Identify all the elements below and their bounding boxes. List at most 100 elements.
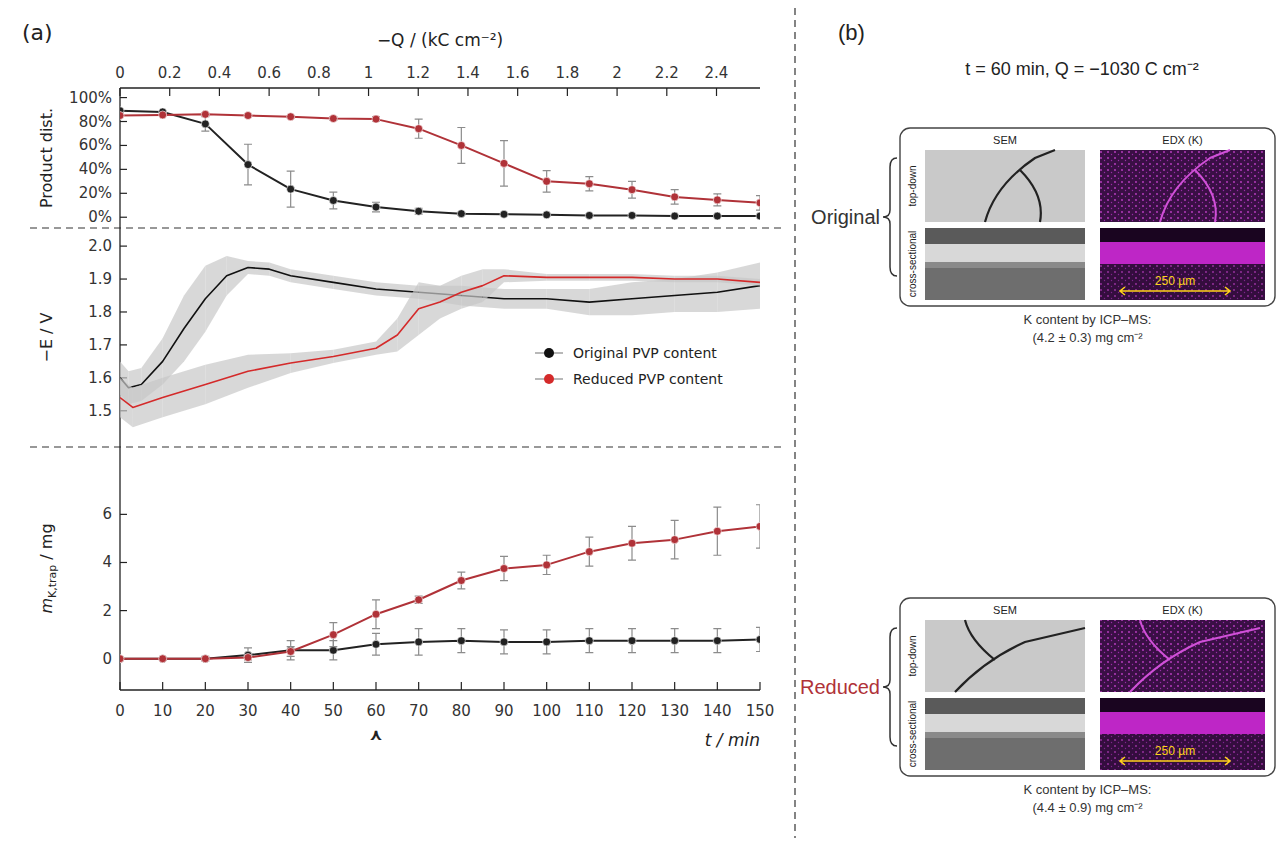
marker — [543, 211, 551, 219]
marker — [329, 115, 337, 123]
sample-panel: OriginalSEMEDX (K)top-downcross-sectiona… — [811, 128, 1275, 345]
x-tick — [418, 682, 419, 690]
icp-label: K content by ICP–MS: — [1024, 312, 1152, 327]
x2-tick-label: 0 — [115, 64, 125, 82]
marker — [120, 655, 124, 663]
x-tick — [375, 682, 376, 690]
plot-area — [120, 505, 760, 663]
axes: 0246mK,trap / mg010203040506070809010011… — [37, 447, 774, 750]
error-band — [227, 256, 248, 296]
marker — [287, 113, 295, 121]
legend-swatch — [544, 348, 554, 358]
y-tick — [120, 217, 127, 218]
marker — [329, 631, 337, 639]
sem-cross-layer — [925, 244, 1085, 262]
marker — [500, 565, 508, 573]
edx-cross-lower — [1100, 264, 1265, 300]
error-band — [419, 282, 440, 335]
error-bar — [671, 190, 679, 204]
x2-tick — [467, 88, 468, 96]
marker — [201, 120, 209, 128]
marker — [628, 211, 636, 219]
error-bar — [415, 629, 423, 655]
y-tick — [120, 121, 127, 122]
sample-box — [900, 128, 1275, 306]
edx-cross-lower — [1100, 734, 1265, 770]
axes: 1.51.61.71.81.92.0−E / V — [37, 228, 127, 447]
y-axis-title: −E / V — [37, 312, 56, 362]
crack — [985, 150, 1055, 222]
error-band — [163, 296, 184, 385]
sem-image — [925, 620, 1085, 692]
series-line — [120, 639, 760, 658]
y-axis-title-part: K,trap — [46, 565, 59, 598]
scale-bar-label: 250 µm — [1155, 274, 1195, 288]
series-line — [120, 526, 760, 658]
x2-axis — [120, 87, 760, 88]
x2-tick-label: 2.2 — [655, 64, 679, 82]
x2-tick-label: 1.8 — [555, 64, 579, 82]
error-bar — [457, 127, 465, 163]
y-tick-label: 1.6 — [88, 369, 112, 387]
separator — [30, 446, 785, 447]
error-bar — [585, 537, 593, 566]
error-bar — [287, 171, 295, 207]
marker — [159, 655, 167, 663]
marker — [585, 548, 593, 556]
marker — [756, 199, 760, 207]
error-bar — [500, 630, 508, 654]
x-tick-label: 100 — [532, 702, 561, 720]
x2-tick — [219, 88, 220, 96]
y-tick-label: 1.9 — [88, 270, 112, 288]
scale-bar — [1120, 757, 1230, 765]
marker — [713, 527, 721, 535]
marker — [500, 159, 508, 167]
x2-axis-title: −Q / (kC cm⁻²) — [377, 30, 503, 50]
x-tick-label: 130 — [660, 702, 689, 720]
scale-bar — [1120, 287, 1230, 295]
y-tick — [120, 169, 127, 170]
icp-label: K content by ICP–MS: — [1024, 782, 1152, 797]
y-tick-label: 1.7 — [88, 336, 112, 354]
x-tick-label: 80 — [452, 702, 471, 720]
error-bar — [585, 177, 593, 191]
marker — [543, 638, 551, 646]
y-tick — [120, 193, 127, 194]
x2-tick — [169, 88, 170, 96]
error-bar — [756, 196, 760, 210]
marker — [628, 186, 636, 194]
x2-tick — [418, 88, 419, 96]
marker — [500, 638, 508, 646]
error-bar — [543, 171, 551, 193]
x-tick — [205, 682, 206, 690]
sample-name: Original — [811, 206, 880, 228]
x2-tick — [567, 88, 568, 96]
x-tick — [290, 682, 291, 690]
icp-value: (4.2 ± 0.3) mg cm⁻² — [1032, 330, 1143, 345]
x2-tick-label: 0.6 — [257, 64, 281, 82]
y-tick-label: 20% — [79, 184, 112, 202]
marker — [201, 655, 209, 663]
error-band — [205, 355, 248, 404]
edx-cross-layer — [1100, 712, 1265, 734]
sem-cross-image — [925, 228, 1085, 300]
marker — [201, 655, 209, 663]
marker — [500, 210, 508, 218]
x-tick — [674, 682, 675, 690]
x2-tick — [666, 88, 667, 96]
marker — [543, 561, 551, 569]
sem-cross-image — [925, 698, 1085, 770]
marker — [329, 196, 337, 204]
error-bar — [713, 629, 721, 653]
y-tick — [120, 311, 127, 312]
marker — [159, 111, 167, 119]
row-head: top-down — [907, 165, 918, 206]
x2-tick-label: 1.6 — [506, 64, 530, 82]
row-head: top-down — [907, 635, 918, 676]
x-tick — [333, 682, 334, 690]
marker — [713, 212, 721, 220]
x-tick-label: 90 — [494, 702, 513, 720]
edx-crack — [1130, 620, 1260, 692]
marker — [244, 161, 252, 169]
error-bar — [671, 520, 679, 558]
